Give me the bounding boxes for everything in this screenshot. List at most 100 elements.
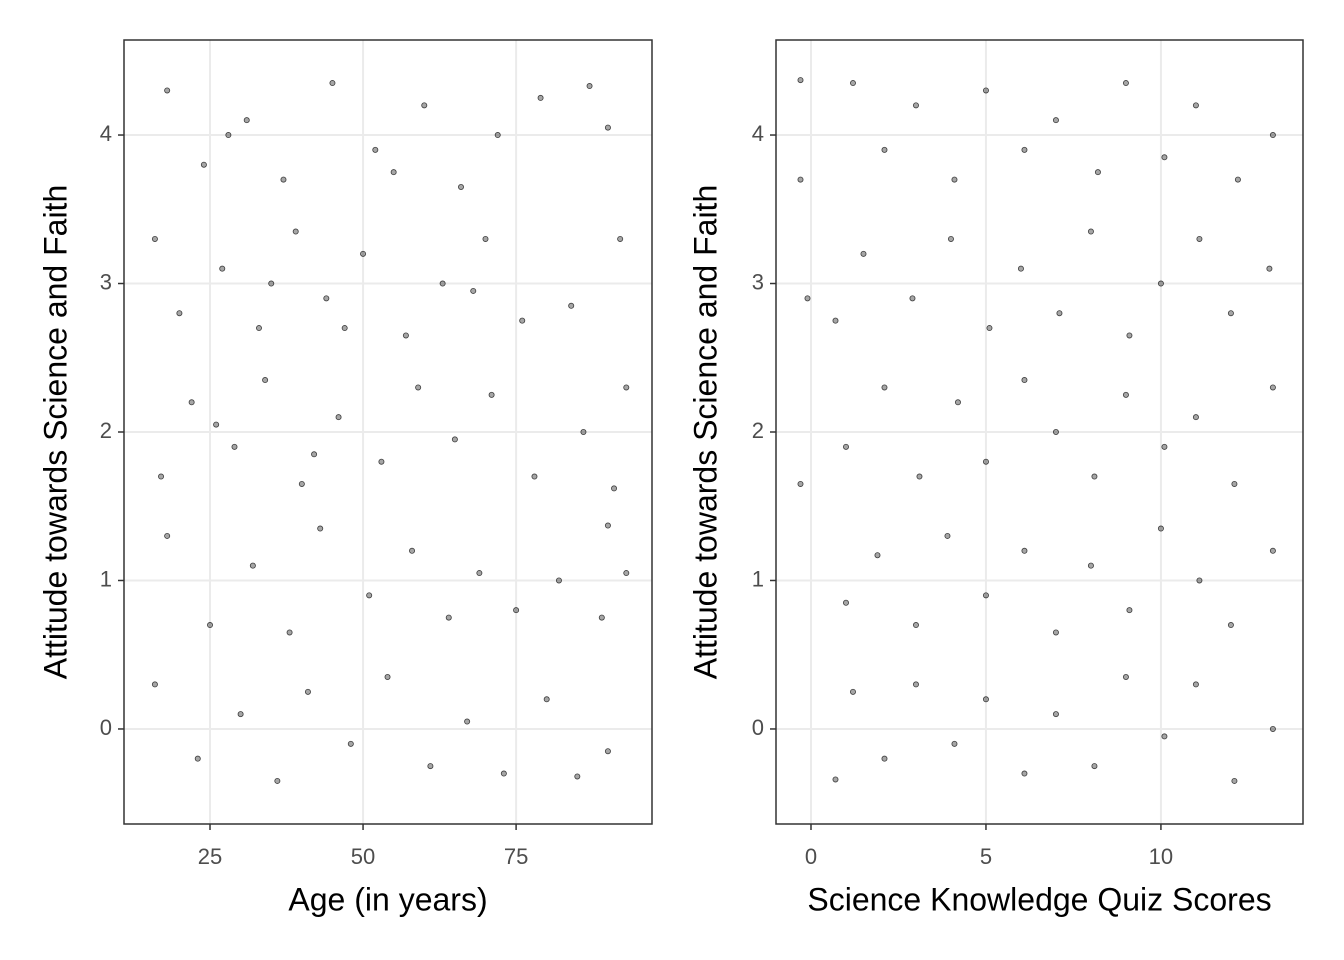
point <box>1192 414 1199 421</box>
point <box>494 132 501 139</box>
point <box>874 552 881 559</box>
point <box>1269 725 1276 732</box>
x-tick-label: 0 <box>805 844 817 869</box>
point <box>445 614 452 621</box>
point <box>1052 629 1059 636</box>
point <box>274 777 281 784</box>
point <box>304 688 311 695</box>
point <box>982 458 989 465</box>
point <box>1091 473 1098 480</box>
point <box>415 384 422 391</box>
plot-border <box>775 39 1304 825</box>
point <box>1091 763 1098 770</box>
point <box>219 265 226 272</box>
point <box>1196 235 1203 242</box>
point <box>849 688 856 695</box>
point <box>982 592 989 599</box>
x-tick-label: 10 <box>1149 844 1173 869</box>
point <box>1157 525 1164 532</box>
point <box>335 414 342 421</box>
point <box>317 525 324 532</box>
point <box>842 599 849 606</box>
point <box>213 421 220 428</box>
point <box>617 235 624 242</box>
y-tick-label: 3 <box>100 269 112 294</box>
point <box>947 235 954 242</box>
point <box>531 473 538 480</box>
y-tick-label: 1 <box>752 566 764 591</box>
point <box>458 183 465 190</box>
point <box>611 485 618 492</box>
point <box>164 532 171 539</box>
point <box>604 748 611 755</box>
point <box>1227 622 1234 629</box>
point <box>1021 547 1028 554</box>
point <box>543 696 550 703</box>
point <box>1087 562 1094 569</box>
point <box>158 473 165 480</box>
y-tick-label: 4 <box>100 121 112 146</box>
point <box>439 280 446 287</box>
point <box>1269 132 1276 139</box>
panel: 25 50 75 0 1 2 3 4 Age (in years) Attitude toward… <box>37 39 653 917</box>
point <box>482 235 489 242</box>
point <box>1234 176 1241 183</box>
point <box>1122 80 1129 87</box>
point <box>797 480 804 487</box>
point <box>586 83 593 90</box>
point <box>1231 777 1238 784</box>
point <box>909 295 916 302</box>
point <box>860 250 867 257</box>
x-axis-title: Age (in years) <box>288 881 487 917</box>
point <box>255 325 262 332</box>
x-tick-label: 5 <box>980 844 992 869</box>
point <box>286 629 293 636</box>
x-tick-label: 25 <box>198 844 222 869</box>
point <box>464 718 471 725</box>
point <box>1052 428 1059 435</box>
point <box>292 228 299 235</box>
point <box>1157 280 1164 287</box>
point <box>1021 770 1028 777</box>
point <box>151 681 158 688</box>
point <box>912 102 919 109</box>
point <box>574 773 581 780</box>
point <box>476 570 483 577</box>
point <box>604 124 611 131</box>
point <box>598 614 605 621</box>
plot-border <box>123 39 653 825</box>
point <box>881 384 888 391</box>
point <box>881 146 888 153</box>
point <box>268 280 275 287</box>
point <box>427 763 434 770</box>
point <box>470 287 477 294</box>
point <box>1052 711 1059 718</box>
point <box>225 132 232 139</box>
point <box>537 94 544 101</box>
point <box>243 117 250 124</box>
point <box>298 480 305 487</box>
point <box>151 235 158 242</box>
point <box>1161 443 1168 450</box>
point <box>986 325 993 332</box>
point <box>881 755 888 762</box>
point <box>519 317 526 324</box>
point <box>164 87 171 94</box>
point <box>1122 391 1129 398</box>
y-tick-label: 4 <box>752 121 764 146</box>
point <box>568 302 575 309</box>
point <box>1052 117 1059 124</box>
y-tick-label: 0 <box>100 715 112 740</box>
point <box>200 161 207 168</box>
point <box>378 458 385 465</box>
point <box>421 102 428 109</box>
point <box>951 740 958 747</box>
point <box>912 681 919 688</box>
point <box>954 399 961 406</box>
point <box>832 317 839 324</box>
panel: 0 5 10 0 1 2 3 4 Science Knowledge Quiz Scores At… <box>687 39 1304 917</box>
y-tick-label: 3 <box>752 269 764 294</box>
y-tick-label: 2 <box>100 418 112 443</box>
point <box>341 325 348 332</box>
point <box>797 176 804 183</box>
